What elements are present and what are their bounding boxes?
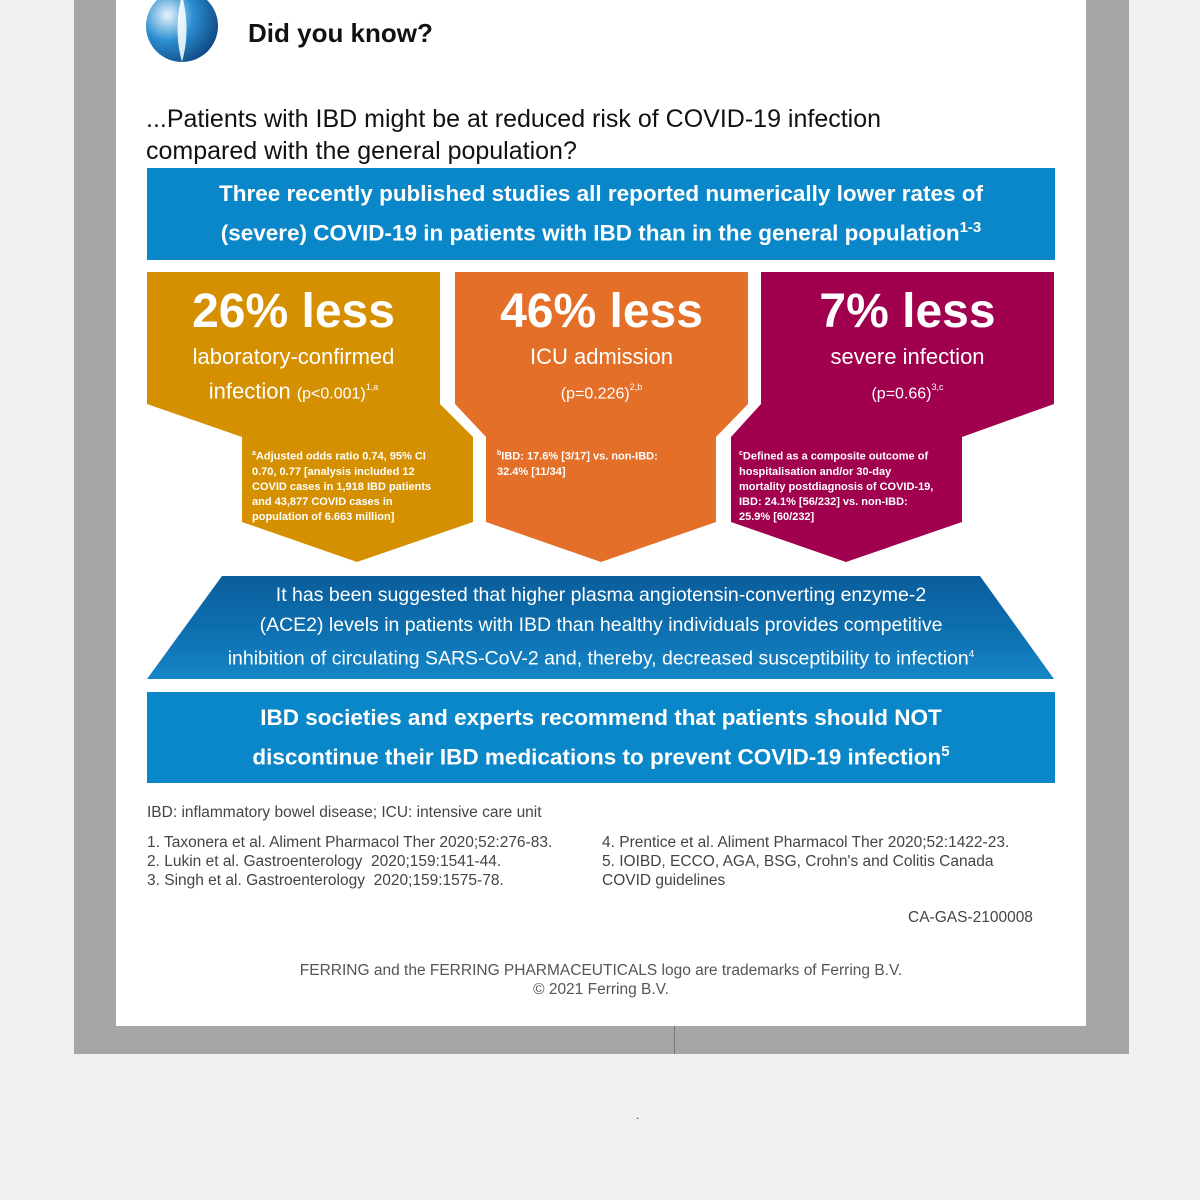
reference-3: 3. Singh et al. Gastroenterology 2020;15… <box>147 872 504 889</box>
stat-severe-label: severe infection <box>830 344 985 369</box>
stat-severe: 7% less severe infection (p=0.66)3,c <box>761 282 1054 409</box>
note-severe: cDefined as a composite outcome of hospi… <box>739 450 934 523</box>
recommendation-line-2: discontinue their IBD medications to pre… <box>252 742 950 770</box>
gold-arrow-shape <box>147 272 473 562</box>
note-icu: bIBD: 17.6% [3/17] vs. non-IBD: 32.4% [1… <box>497 450 658 478</box>
references-right: 4. Prentice et al. Aliment Pharmacol The… <box>602 833 1009 890</box>
ace2-trapezoid-shape <box>147 576 1054 679</box>
references-left: 1. Taxonera et al. Aliment Pharmacol The… <box>147 833 552 890</box>
ace2-hypothesis: It has been suggested that higher plasma… <box>227 584 975 670</box>
stat-infection-label-2: infection <box>208 378 291 404</box>
frame-divider <box>674 1026 675 1054</box>
stat-icu-p: (p=0.226) <box>560 385 630 403</box>
trademark-footer: FERRING and the FERRING PHARMACEUTICALS … <box>116 961 1086 999</box>
stat-icu-value: 46% less <box>500 285 703 338</box>
orange-arrow-shape <box>455 272 748 562</box>
studies-banner-line-1: Three recently published studies all rep… <box>219 181 983 207</box>
stat-severe-p: (p=0.66) <box>871 385 932 403</box>
lead-line-2: compared with the general population? <box>146 137 577 165</box>
stat-infection-p: (p<0.001) <box>296 385 366 403</box>
recommendation-ref-sup: 5 <box>941 742 950 760</box>
reference-2: 2. Lukin et al. Gastroenterology 2020;15… <box>147 853 502 870</box>
studies-ref-sup: 1-3 <box>959 219 982 237</box>
stat-infection-label: laboratory-confirmed <box>192 344 395 369</box>
recommendation-line-1: IBD societies and experts recommend that… <box>260 704 942 730</box>
stat-infection-value: 26% less <box>192 285 395 338</box>
ferring-logo-icon <box>146 0 218 62</box>
stray-mark: . <box>636 1108 640 1122</box>
recommendation-banner: IBD societies and experts recommend that… <box>147 692 1055 783</box>
lead-line-1: ...Patients with IBD might be at reduced… <box>146 105 882 133</box>
reference-5-cont: COVID guidelines <box>602 872 726 889</box>
stat-icu-label: ICU admission <box>529 344 674 369</box>
stat-icu: 46% less ICU admission (p=0.226)2,b <box>455 282 748 409</box>
document-code: CA-GAS-2100008 <box>908 909 1033 926</box>
stat-severe-value: 7% less <box>819 285 996 338</box>
magenta-arrow-shape <box>731 272 1054 562</box>
abbreviations: IBD: inflammatory bowel disease; ICU: in… <box>147 804 542 821</box>
lead-question: ...Patients with IBD might be at reduced… <box>146 103 1046 167</box>
stat-infection: 26% less laboratory-confirmed infection … <box>147 282 440 409</box>
copyright-line: © 2021 Ferring B.V. <box>533 981 669 998</box>
studies-banner-line-2: (severe) COVID-19 in patients with IBD t… <box>220 219 982 246</box>
studies-banner: Three recently published studies all rep… <box>147 168 1055 260</box>
reference-1: 1. Taxonera et al. Aliment Pharmacol The… <box>147 834 553 851</box>
note-infection: aAdjusted odds ratio 0.74, 95% CI 0.70, … <box>252 450 432 523</box>
reference-4: 4. Prentice et al. Aliment Pharmacol The… <box>602 834 1010 851</box>
reference-5: 5. IOIBD, ECCO, AGA, BSG, Crohn's and Co… <box>602 853 994 870</box>
page-title: Did you know? <box>248 18 433 48</box>
trademark-line: FERRING and the FERRING PHARMACEUTICALS … <box>299 962 903 979</box>
